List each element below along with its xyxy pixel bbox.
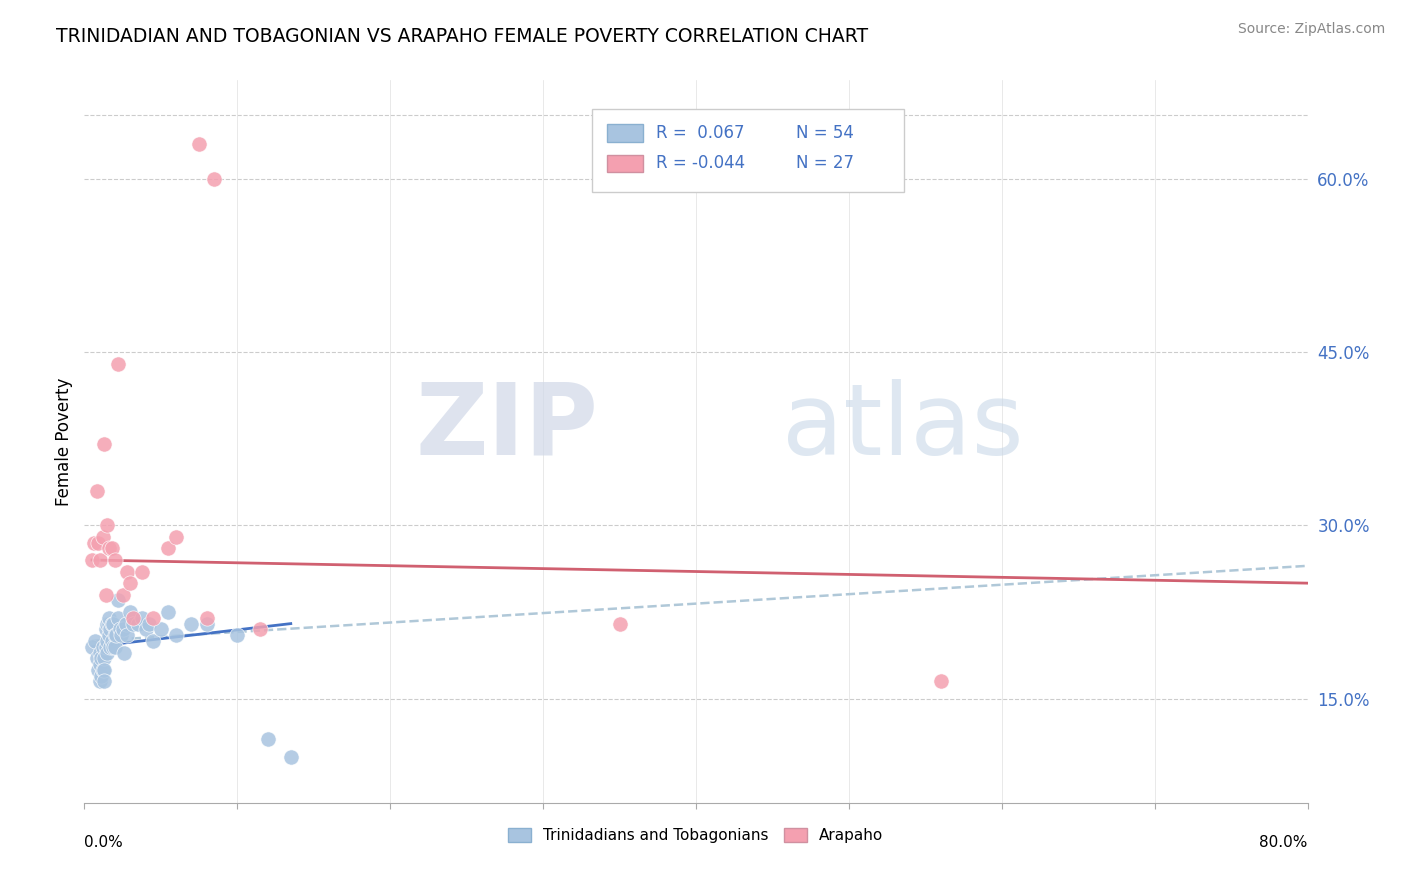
Point <box>111 623 134 637</box>
Point <box>249 623 271 637</box>
Point <box>135 623 157 637</box>
Point <box>149 623 172 637</box>
FancyBboxPatch shape <box>592 109 904 193</box>
Point <box>97 628 120 642</box>
Point <box>115 565 138 579</box>
Point <box>87 535 110 549</box>
Point <box>101 541 124 556</box>
Point <box>115 628 138 642</box>
Y-axis label: Female Poverty: Female Poverty <box>55 377 73 506</box>
Point <box>80 640 103 654</box>
Point <box>86 651 108 665</box>
Point <box>98 640 121 654</box>
Text: Source: ZipAtlas.com: Source: ZipAtlas.com <box>1237 22 1385 37</box>
Point <box>97 611 120 625</box>
Point <box>195 616 218 631</box>
Point <box>93 651 115 665</box>
Point <box>226 628 249 642</box>
Point <box>89 674 111 689</box>
Point <box>103 640 125 654</box>
Point <box>97 616 120 631</box>
Text: 80.0%: 80.0% <box>1260 835 1308 850</box>
Point <box>120 605 142 619</box>
Legend: Trinidadians and Tobagonians, Arapaho: Trinidadians and Tobagonians, Arapaho <box>502 822 890 849</box>
Point <box>105 628 128 642</box>
Point <box>87 663 110 677</box>
Text: R = -0.044: R = -0.044 <box>655 154 745 172</box>
Point <box>122 611 145 625</box>
Point <box>96 616 118 631</box>
Point <box>111 588 134 602</box>
Point <box>131 565 153 579</box>
Point <box>91 530 114 544</box>
Point <box>94 623 117 637</box>
FancyBboxPatch shape <box>606 124 644 142</box>
Point <box>90 668 112 682</box>
Point <box>91 640 114 654</box>
Point <box>165 628 187 642</box>
Point <box>104 553 127 567</box>
Point <box>89 657 111 671</box>
Point <box>97 541 120 556</box>
Point <box>165 530 187 544</box>
Point <box>96 634 118 648</box>
Point <box>89 553 111 567</box>
Point <box>103 616 125 631</box>
Point <box>83 535 105 549</box>
Point <box>110 628 132 642</box>
Point <box>609 616 631 631</box>
Point <box>86 483 108 498</box>
Point <box>142 611 165 625</box>
Point <box>94 588 117 602</box>
Point <box>98 623 121 637</box>
Point <box>107 593 129 607</box>
Text: N = 54: N = 54 <box>796 124 855 142</box>
Point <box>107 357 129 371</box>
Point <box>127 616 149 631</box>
Text: N = 27: N = 27 <box>796 154 855 172</box>
Text: R =  0.067: R = 0.067 <box>655 124 744 142</box>
Point <box>93 437 115 451</box>
Point <box>131 611 153 625</box>
Point <box>108 623 131 637</box>
Point <box>114 616 136 631</box>
Point <box>202 171 225 186</box>
Point <box>180 616 202 631</box>
Point <box>107 611 129 625</box>
Point <box>90 651 112 665</box>
Text: ZIP: ZIP <box>415 378 598 475</box>
Point <box>122 616 145 631</box>
Point <box>89 646 111 660</box>
Point <box>96 646 118 660</box>
Point <box>93 663 115 677</box>
Point <box>96 518 118 533</box>
Text: TRINIDADIAN AND TOBAGONIAN VS ARAPAHO FEMALE POVERTY CORRELATION CHART: TRINIDADIAN AND TOBAGONIAN VS ARAPAHO FE… <box>56 27 869 45</box>
Point <box>84 634 107 648</box>
Point <box>112 646 135 660</box>
Point <box>120 576 142 591</box>
Point <box>94 640 117 654</box>
Point <box>195 611 218 625</box>
Point <box>257 732 280 747</box>
Point <box>280 749 302 764</box>
Point <box>104 628 127 642</box>
Point <box>80 553 103 567</box>
Point <box>101 634 124 648</box>
Point <box>138 616 160 631</box>
FancyBboxPatch shape <box>606 154 644 172</box>
Point <box>101 616 124 631</box>
Point <box>91 663 114 677</box>
Text: atlas: atlas <box>782 378 1024 475</box>
Point <box>142 634 165 648</box>
Point <box>157 541 180 556</box>
Point <box>157 605 180 619</box>
Point <box>188 136 211 151</box>
Point <box>104 640 127 654</box>
Text: 0.0%: 0.0% <box>84 835 124 850</box>
Point <box>93 674 115 689</box>
Point <box>929 674 952 689</box>
